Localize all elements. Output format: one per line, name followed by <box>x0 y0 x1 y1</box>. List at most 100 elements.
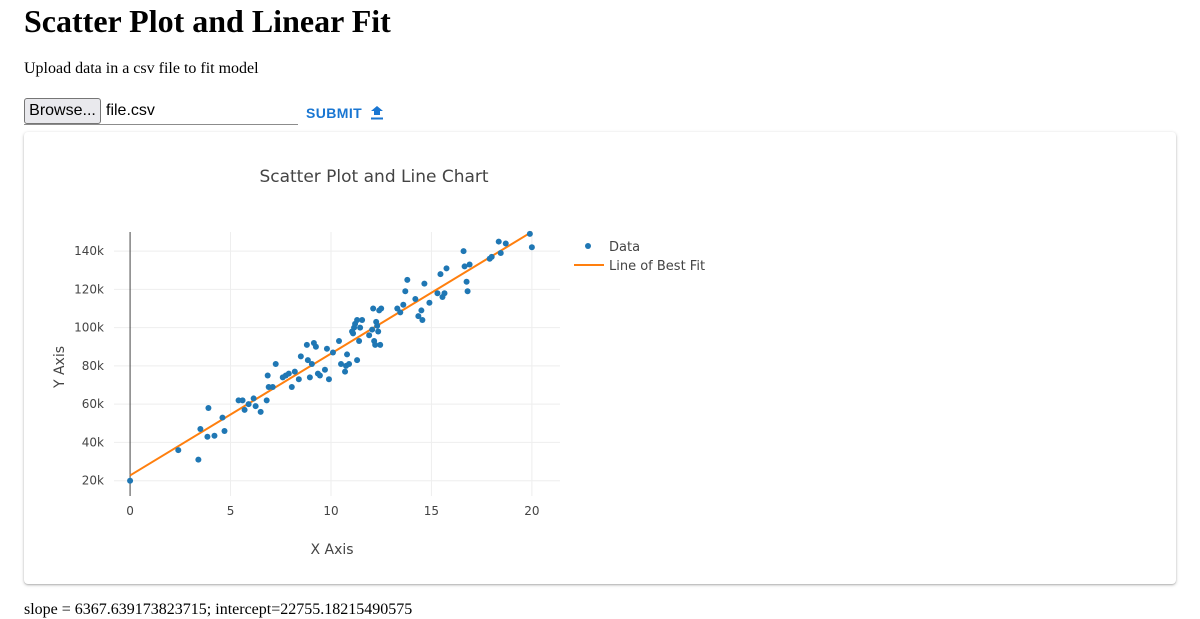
y-tick-label: 60k <box>82 397 104 411</box>
scatter-line-chart: 0 5 10 15 20 20k 40k 60k 80k 100k 120k 140k Scatte… <box>52 167 705 558</box>
file-input-underline <box>24 124 298 125</box>
data-point <box>418 307 425 314</box>
y-tick-label: 40k <box>82 435 104 449</box>
data-point <box>419 317 426 323</box>
data-point <box>304 357 311 364</box>
x-axis-ticks: 0 5 10 15 20 <box>126 504 539 518</box>
data-point <box>346 361 353 367</box>
data-point <box>297 353 304 360</box>
data-point <box>359 317 366 323</box>
x-tick-label: 10 <box>323 504 338 518</box>
data-point <box>443 265 450 272</box>
data-point <box>464 288 471 295</box>
data-point <box>264 372 271 379</box>
data-point <box>528 244 535 251</box>
data-point <box>460 248 467 255</box>
data-point <box>356 338 363 345</box>
data-point <box>437 271 444 278</box>
data-point <box>375 328 382 335</box>
data-point <box>291 368 298 375</box>
data-point <box>205 405 212 411</box>
y-axis-label: Y Axis <box>52 346 68 389</box>
data-point <box>488 253 495 260</box>
data-point <box>263 397 270 404</box>
data-point <box>434 290 441 297</box>
page-subtitle: Upload data in a csv file to fit model <box>24 60 259 77</box>
selected-file-name: file.csv <box>106 102 155 119</box>
data-point <box>344 351 351 358</box>
data-point <box>526 230 533 237</box>
legend-item-line-of-best-fit[interactable]: Line of Best Fit <box>574 259 705 274</box>
data-point <box>502 240 509 247</box>
y-axis-ticks: 20k 40k 60k 80k 100k 120k 140k <box>74 244 104 488</box>
data-point <box>338 361 345 367</box>
data-point <box>372 341 379 348</box>
data-point <box>312 343 319 350</box>
upload-icon <box>371 106 384 120</box>
data-point <box>239 397 246 404</box>
data-point <box>285 370 292 377</box>
data-point <box>350 330 357 337</box>
data-point <box>400 301 407 308</box>
y-tick-label: 100k <box>74 321 104 335</box>
page-title: Scatter Plot and Linear Fit <box>24 3 391 39</box>
data-point <box>204 433 211 440</box>
data-point <box>366 332 373 339</box>
chart-title: Scatter Plot and Line Chart <box>259 167 488 187</box>
data-point <box>461 263 468 270</box>
legend-item-data[interactable]: Data <box>585 240 640 255</box>
legend-data-label: Data <box>609 240 640 255</box>
data-point <box>221 427 228 434</box>
data-point <box>412 295 419 302</box>
x-axis-label: X Axis <box>310 542 353 558</box>
data-point <box>441 290 448 297</box>
data-point <box>463 278 470 285</box>
data-point <box>354 317 361 323</box>
chart-grid <box>114 232 560 496</box>
legend-fit-label: Line of Best Fit <box>609 259 705 274</box>
data-point <box>250 395 257 402</box>
x-tick-label: 20 <box>524 504 539 518</box>
data-point <box>308 361 315 367</box>
data-point <box>354 357 361 364</box>
submit-button[interactable]: SUBMIT <box>300 100 390 126</box>
data-point <box>288 383 295 390</box>
data-point <box>269 383 276 390</box>
data-point <box>374 322 381 329</box>
data-point <box>306 374 313 381</box>
data-point <box>397 309 404 316</box>
browse-button[interactable]: Browse... <box>24 98 101 124</box>
data-point <box>378 305 385 312</box>
data-point <box>252 403 259 410</box>
data-point <box>257 408 264 415</box>
y-tick-label: 140k <box>74 244 104 258</box>
data-point <box>127 477 134 484</box>
data-point <box>415 313 422 320</box>
data-point <box>323 345 330 352</box>
data-point <box>495 238 502 245</box>
data-point <box>241 406 248 413</box>
chart-card: 0 5 10 15 20 20k 40k 60k 80k 100k 120k 140k Scatte… <box>24 132 1176 584</box>
fit-result-text: slope = 6367.639173823715; intercept=227… <box>24 601 413 618</box>
data-point <box>295 376 302 383</box>
data-point <box>195 456 202 463</box>
data-point <box>329 349 336 356</box>
x-tick-label: 0 <box>126 504 134 518</box>
data-point <box>342 368 349 375</box>
data-point <box>402 288 409 295</box>
x-tick-label: 5 <box>227 504 235 518</box>
data-point <box>197 426 204 433</box>
data-point <box>404 276 411 283</box>
chart-legend[interactable]: Data Line of Best Fit <box>574 240 705 274</box>
data-point <box>357 324 364 331</box>
data-point <box>426 299 433 306</box>
data-point <box>497 250 504 257</box>
data-point <box>321 366 328 373</box>
data-point <box>466 261 473 268</box>
data-point <box>219 414 226 421</box>
data-point <box>370 305 377 312</box>
data-point <box>336 338 343 345</box>
y-tick-label: 20k <box>82 474 104 488</box>
data-point <box>303 341 310 348</box>
y-tick-label: 80k <box>82 359 104 373</box>
